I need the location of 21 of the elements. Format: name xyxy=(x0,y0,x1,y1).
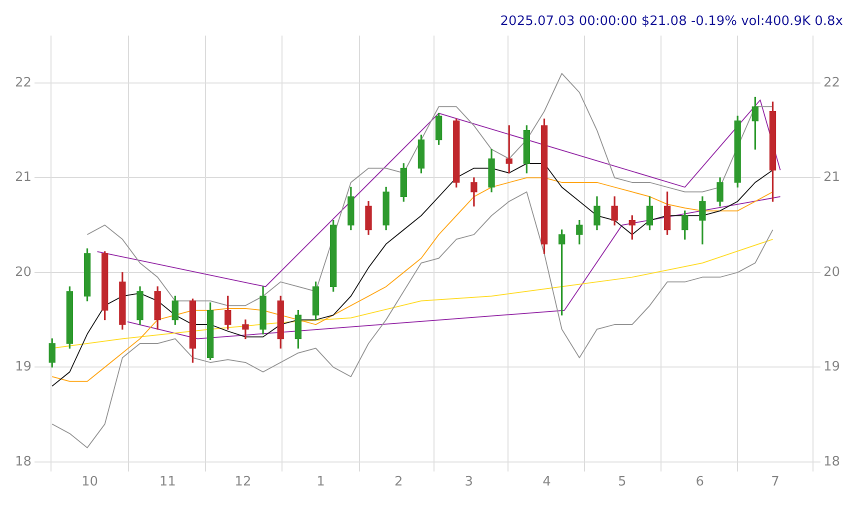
x-tick-label: 5 xyxy=(618,474,626,490)
y-tick-label: 22 xyxy=(14,75,32,90)
x-tick-label: 7 xyxy=(771,474,780,490)
x-tick-label: 1 xyxy=(316,474,325,490)
x-tick-label: 3 xyxy=(464,474,474,490)
y2-tick-label: 20 xyxy=(823,264,840,280)
chart-title: 2025.07.03 00:00:00 $21.08 -0.19% vol:400.9K 0.8x xyxy=(500,14,844,30)
y-tick-label: 21 xyxy=(14,170,32,186)
x-tick-label: 4 xyxy=(542,474,551,490)
y2-tick-label: 22 xyxy=(823,75,840,90)
y2-tick-label: 18 xyxy=(823,454,840,470)
x-tick-label: 12 xyxy=(234,474,252,490)
x-tick-label: 11 xyxy=(159,474,176,490)
y-tick-label: 20 xyxy=(14,264,32,280)
y-tick-label: 18 xyxy=(14,454,32,470)
y2-tick-label: 19 xyxy=(823,360,840,375)
y2-tick-label: 21 xyxy=(823,170,840,186)
x-tick-label: 2 xyxy=(394,474,403,490)
y-tick-label: 19 xyxy=(14,360,32,375)
x-tick-label: 10 xyxy=(82,474,98,490)
x-tick-label: 6 xyxy=(696,474,704,490)
